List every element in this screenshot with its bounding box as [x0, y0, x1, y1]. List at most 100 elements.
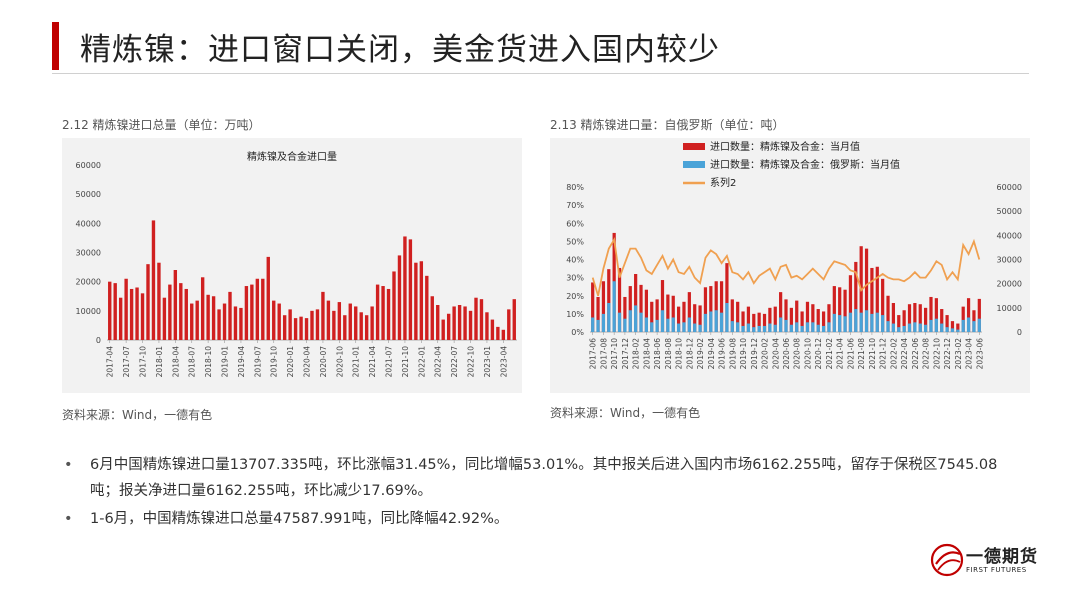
bar [277, 303, 281, 340]
bar-blue [682, 322, 686, 332]
bar-red [870, 267, 874, 332]
bar-blue [795, 322, 799, 332]
bar [507, 309, 511, 340]
x-tick-label: 2023-04 [499, 346, 508, 378]
bar-blue [843, 316, 847, 332]
bar [282, 315, 287, 340]
x-tick-label: 2020-10 [803, 338, 812, 370]
bar-blue [709, 311, 713, 332]
x-tick-label: 2022-02 [889, 338, 898, 370]
bar-red [821, 311, 826, 332]
bar [195, 300, 199, 340]
bar-red [832, 286, 836, 332]
bar-red [784, 299, 788, 332]
bar-blue [956, 329, 960, 332]
bar-red [596, 296, 600, 332]
bar [479, 299, 484, 340]
x-tick-label: 2020-01 [286, 346, 295, 378]
x-tick-label: 2017-10 [139, 346, 148, 378]
x-tick-label: 2018-10 [675, 338, 684, 370]
bar [239, 307, 243, 340]
bar-blue [623, 318, 627, 332]
legend-swatch-blue [683, 161, 705, 168]
left-chart-caption: 2.12 精炼镍进口总量（单位：万吨） [62, 118, 261, 132]
bar [168, 284, 172, 340]
x-tick-label: 2021-02 [825, 338, 834, 370]
x-tick-label: 2019-06 [718, 338, 727, 370]
bar [184, 288, 188, 340]
bar [430, 296, 434, 340]
bar [299, 316, 303, 340]
bar [244, 286, 249, 340]
bar [233, 306, 238, 340]
bar-red [682, 301, 686, 332]
x-tick-label: 2017-12 [621, 338, 630, 370]
x-tick-label: 2021-07 [385, 346, 394, 378]
right-chart-panel: 进口数量：精炼镍及合金：当月值 进口数量：精炼镍及合金：俄罗斯：当月值 系列2 0% 1… [550, 138, 1030, 393]
page-title: 精炼镍：进口窗口关闭，美金货进入国内较少 [80, 32, 720, 68]
bar-blue [612, 281, 616, 332]
bar-red [757, 312, 761, 332]
left-chart-source: 资料来源：Wind，一德有色 [62, 408, 213, 422]
y-left-tick-label: 50% [566, 237, 584, 246]
bar-red [913, 303, 917, 332]
bar-red [676, 306, 681, 332]
bar [304, 318, 309, 340]
bar-blue [698, 324, 702, 332]
bar-blue [934, 318, 938, 332]
x-tick-label: 2022-08 [922, 338, 931, 370]
x-tick-label: 2023-06 [975, 338, 984, 370]
bar-red [607, 269, 611, 332]
company-logo: 一德期货 FIRST FUTURES [930, 540, 1040, 584]
bar [436, 305, 440, 340]
bar [272, 300, 276, 340]
bar-blue [666, 318, 670, 332]
bar [359, 312, 363, 340]
x-tick-label: 2020-02 [761, 338, 770, 370]
y-tick-label: 40000 [76, 219, 101, 228]
bar-blue [655, 319, 659, 332]
bar-red [891, 303, 896, 332]
bar-red [634, 274, 638, 332]
logo-name-cn: 一德期货 [966, 547, 1038, 567]
bar [129, 288, 134, 340]
y-left-tick-label: 40% [566, 256, 584, 265]
x-tick-label: 2023-02 [954, 338, 963, 370]
y-left-tick-label: 70% [566, 201, 584, 210]
bar [200, 277, 205, 340]
bar-red [854, 261, 858, 332]
bar-red [746, 306, 751, 332]
bar-blue [714, 310, 718, 332]
bar-red [671, 295, 675, 332]
bar-blue [945, 327, 949, 332]
bar [315, 309, 320, 340]
bar-red [779, 292, 783, 332]
bar [457, 305, 462, 340]
bar-blue [736, 322, 740, 332]
y-tick-label: 30000 [76, 249, 101, 258]
bar-red [848, 275, 853, 332]
bar-red [864, 248, 869, 332]
bar-blue [875, 312, 879, 332]
bar-blue [703, 313, 708, 332]
x-tick-label: 2020-08 [793, 338, 802, 370]
bar [157, 262, 161, 340]
x-tick-label: 2020-12 [814, 338, 823, 370]
x-tick-label: 2018-08 [664, 338, 673, 370]
y-tick-label: 60000 [76, 161, 101, 170]
bar-blue [924, 324, 928, 332]
bar-red [805, 301, 810, 332]
bar-red [628, 286, 632, 332]
bar-blue [601, 313, 606, 332]
y-right-tick-label: 0 [1017, 328, 1022, 337]
y-right-tick-label: 10000 [997, 304, 1022, 313]
x-tick-label: 2021-04 [836, 338, 845, 370]
bar-red [961, 306, 965, 332]
bar-blue [838, 315, 842, 332]
bar [419, 261, 424, 340]
bar-blue [832, 313, 836, 332]
bullet-item: • 6月中国精炼镍进口量13707.335吨，环比涨幅31.45%，同比增幅53… [62, 452, 1022, 504]
x-tick-label: 2017-08 [599, 338, 608, 370]
x-tick-label: 2018-02 [632, 338, 641, 370]
y-tick-label: 0 [96, 336, 101, 345]
